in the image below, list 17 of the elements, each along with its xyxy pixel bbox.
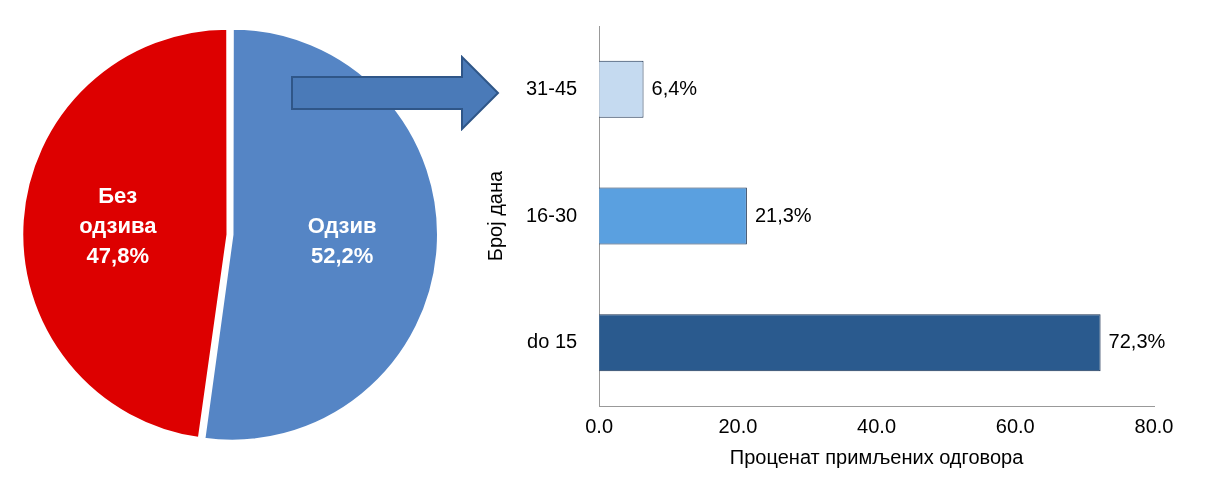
data-label: 52,2%	[311, 243, 374, 269]
slice-label: Без одзива	[79, 182, 158, 238]
y-axis-title: Број дана	[483, 169, 506, 262]
y-tick-label: 31-45	[526, 76, 578, 99]
x-tick-label: 0.0	[585, 414, 614, 437]
slice-label: Одзив	[307, 213, 377, 239]
data-label: 21,3%	[754, 203, 812, 226]
data-label: 47,8%	[86, 242, 149, 268]
x-tick-label: 80.0	[1134, 414, 1174, 437]
data-label: 6,4%	[651, 76, 698, 99]
x-axis-title: Проценат примљених одговора	[729, 445, 1025, 468]
y-tick-label: do 15	[527, 330, 578, 353]
y-tick-label: 16-30	[526, 203, 578, 226]
x-tick-label: 20.0	[718, 414, 758, 437]
x-tick-label: 40.0	[857, 414, 897, 437]
data-label: 72,3%	[1108, 330, 1166, 353]
x-tick-label: 60.0	[995, 414, 1035, 437]
